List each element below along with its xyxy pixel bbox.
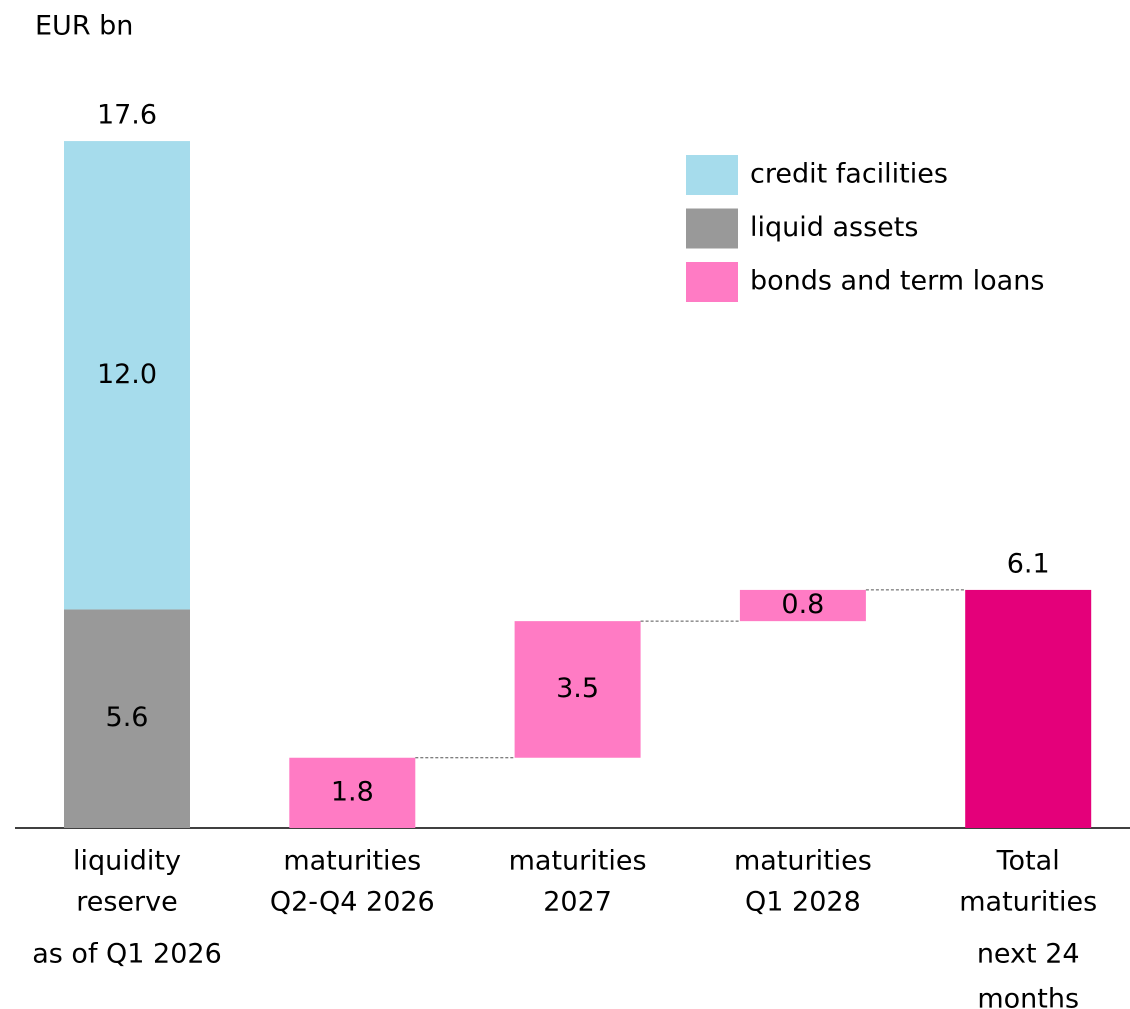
x-tick-label: months <box>977 984 1079 1009</box>
bar-segment <box>289 757 416 828</box>
x-tick-label: liquidity <box>73 846 181 877</box>
total-label: 6.1 <box>1007 548 1050 579</box>
x-tick-label: maturities <box>283 846 421 877</box>
x-tick-label: Total <box>996 846 1060 877</box>
legend-swatch <box>686 208 738 249</box>
value-label: 0.8 <box>781 589 824 620</box>
value-label: 5.6 <box>106 702 149 733</box>
x-tick-label: maturities <box>734 846 872 877</box>
x-tick-label: Q2-Q4 2026 <box>270 887 435 918</box>
total-label: 17.6 <box>97 100 157 131</box>
legend-swatch <box>686 155 738 195</box>
legend-swatch <box>686 262 738 302</box>
x-tick-label: next 24 <box>977 939 1080 970</box>
total-bar <box>965 589 1092 828</box>
value-label: 3.5 <box>556 673 599 704</box>
bar-segment <box>64 141 190 610</box>
x-tick-label: 2027 <box>543 887 612 918</box>
x-tick-label: reserve <box>76 887 178 918</box>
bar-segment <box>739 589 866 622</box>
legend-label: credit facilities <box>750 159 948 190</box>
legend-label: liquid assets <box>750 212 918 243</box>
x-tick-label: as of Q1 2026 <box>32 939 222 970</box>
legend-label: bonds and term loans <box>750 266 1044 297</box>
x-tick-label: maturities <box>959 887 1097 918</box>
bar-segment <box>64 609 190 828</box>
value-label: 1.8 <box>331 776 374 807</box>
x-tick-label: Q1 2028 <box>745 887 861 918</box>
bar-segment <box>514 621 641 758</box>
value-label: 12.0 <box>97 359 157 390</box>
x-tick-label: maturities <box>509 846 647 877</box>
unit-label: EUR bn <box>35 11 133 42</box>
